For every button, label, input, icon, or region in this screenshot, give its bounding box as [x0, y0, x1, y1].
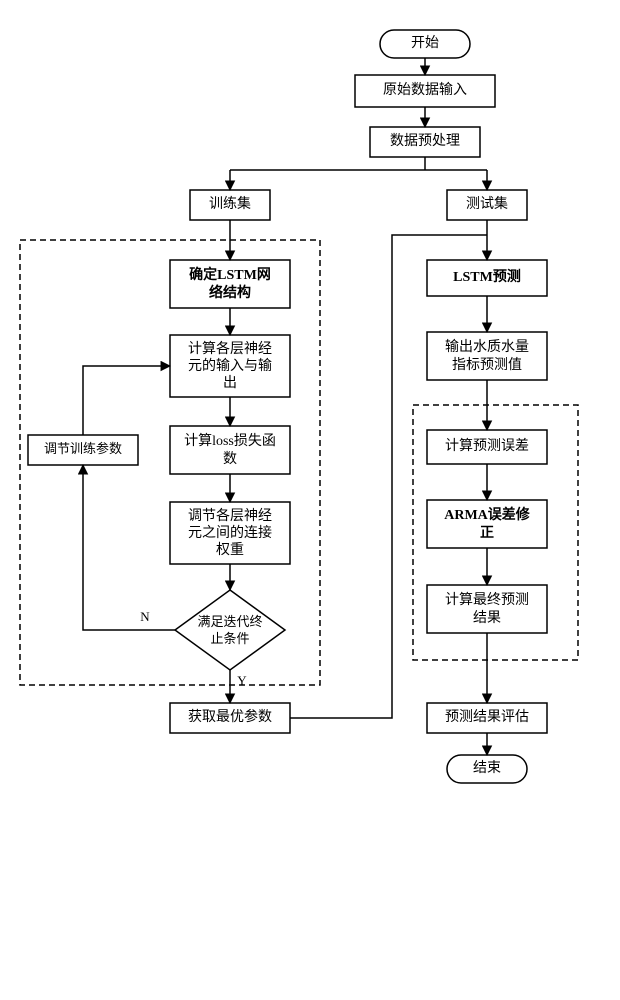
- arma-l2: 正: [480, 525, 494, 541]
- cond-yes-label: Y: [237, 673, 247, 688]
- evaluate-label: 预测结果评估: [445, 709, 529, 725]
- edge: [83, 465, 175, 630]
- final-pred-l2: 结果: [473, 610, 501, 626]
- cond-no-label: N: [140, 609, 150, 624]
- adjust-params-label: 调节训练参数: [44, 441, 122, 456]
- calc-err-label: 计算预测误差: [445, 438, 529, 454]
- train-set-label: 训练集: [209, 195, 251, 212]
- lstm-struct-l2: 络结构: [209, 284, 251, 301]
- loss-l1: 计算loss损失函: [184, 433, 276, 449]
- adjust-w-l2: 元之间的连接: [188, 524, 272, 541]
- start-label: 开始: [411, 35, 439, 51]
- lstm-predict-label: LSTM预测: [453, 268, 521, 285]
- lstm-struct-l1: 确定LSTM网: [189, 266, 271, 283]
- compute-io-l2: 元的输入与输: [188, 358, 272, 374]
- edge: [83, 366, 170, 435]
- compute-io-l3: 出: [223, 375, 237, 391]
- adjust-w-l3: 权重: [216, 542, 244, 558]
- final-pred-l1: 计算最终预测: [445, 592, 529, 608]
- cond-l2: 止条件: [210, 631, 249, 646]
- output-pred-l2: 指标预测值: [452, 357, 522, 373]
- compute-io-l1: 计算各层神经: [188, 341, 272, 357]
- cond-l1: 满足迭代终: [197, 614, 262, 629]
- test-set-label: 测试集: [466, 195, 508, 212]
- adjust-w-l1: 调节各层神经: [188, 508, 272, 524]
- end-label: 结束: [473, 760, 501, 776]
- raw-input-label: 原始数据输入: [383, 82, 467, 98]
- loss-l2: 数: [223, 451, 237, 467]
- preprocess-label: 数据预处理: [390, 133, 460, 149]
- best-params-label: 获取最优参数: [188, 708, 272, 725]
- arma-l1: ARMA误差修: [444, 506, 531, 523]
- output-pred-l1: 输出水质水量: [445, 339, 529, 355]
- flowchart-canvas: 开始 原始数据输入 数据预处理 训练集 测试集 确定LSTM网 络结构 计算各层…: [10, 10, 610, 990]
